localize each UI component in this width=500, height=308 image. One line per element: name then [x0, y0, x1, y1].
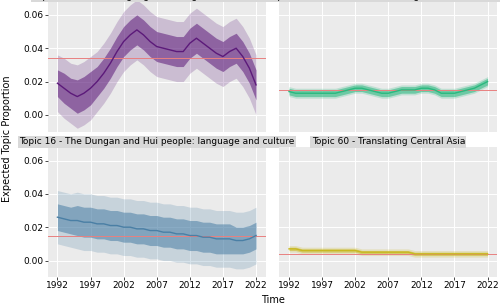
Text: Expected Topic Proportion: Expected Topic Proportion: [2, 75, 12, 202]
Title: Topic 16 - The Dungan and Hui people: language and culture: Topic 16 - The Dungan and Hui people: la…: [19, 137, 294, 146]
Title: Topic 42 - Central Asians learning Chinese characters: Topic 42 - Central Asians learning Chine…: [268, 0, 500, 1]
Title: Topic 60 - Translating Central Asia: Topic 60 - Translating Central Asia: [312, 137, 465, 146]
Text: Time: Time: [260, 295, 284, 305]
Title: Topic 3 - Chinese language teaching for Central Asians: Topic 3 - Chinese language teaching for …: [33, 0, 280, 1]
